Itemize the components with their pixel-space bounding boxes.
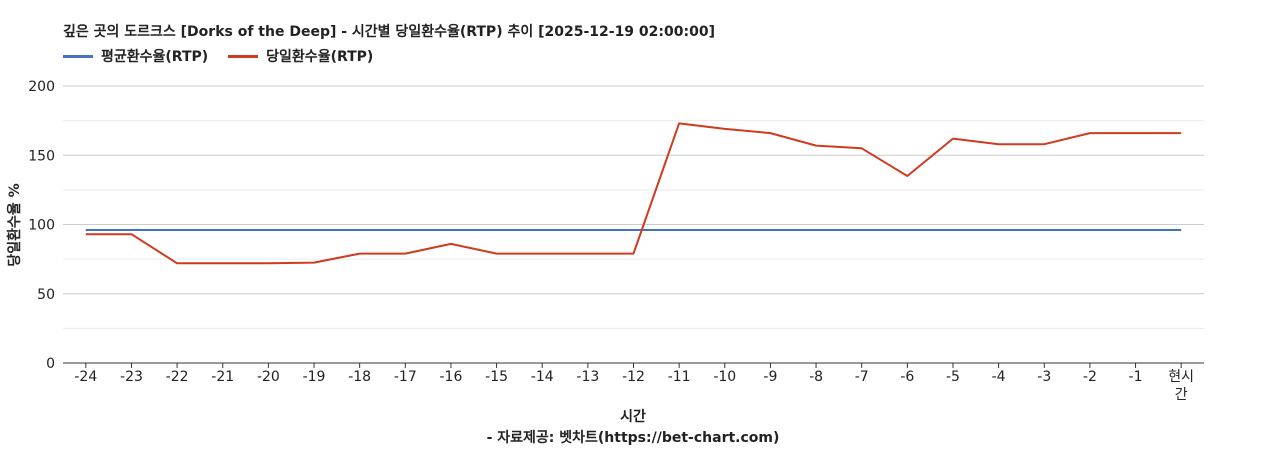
series-line-daily-rtp [85,122,1182,265]
x-tick-label: -15 [485,369,508,385]
y-axis-ticks: 0 50 100 150 200 [28,79,55,372]
x-tick-label: -7 [855,369,869,385]
x-tick-label: -5 [946,369,960,385]
x-tick-label: -3 [1037,369,1051,385]
x-tick-label: -4 [992,369,1006,385]
x-tick-label: -19 [303,369,326,385]
y-tick-label: 150 [28,148,55,164]
legend-label-avg: 평균환수율(RTP) [101,49,209,65]
x-tick-label: -10 [713,369,736,385]
x-tick-label: -1 [1129,369,1143,385]
x-tick-label: -16 [440,369,463,385]
y-tick-label: 200 [28,79,55,95]
legend-item-daily[interactable]: 당일환수율(RTP) [228,46,373,66]
x-tick-label: 현시 간 [1168,369,1194,403]
x-tick-label: -14 [531,369,554,385]
x-tick-label: -9 [763,369,777,385]
x-tick-label: -21 [211,369,234,385]
x-axis-ticks: -24 -23 -22 -21 -20 -19 -18 -17 -16 -15 -14 -13 -12 -… [74,363,1194,403]
legend-label-daily: 당일환수율(RTP) [266,49,374,65]
x-tick-label: -22 [166,369,189,385]
y-tick-label: 50 [37,287,55,303]
x-tick-label: -13 [576,369,599,385]
x-tick-label: -2 [1083,369,1097,385]
legend-swatch-daily [228,54,259,58]
x-axis-label: 시간 [620,408,646,425]
x-tick-label: -20 [257,369,280,385]
y-axis-label: 당일환수율 % [6,183,23,266]
y-tick-label: 100 [28,218,55,234]
x-tick-label: -17 [394,369,417,385]
chart-title: 깊은 곳의 도르크스 [Dorks of the Deep] - 시간별 당일환… [63,24,715,40]
x-tick-label: -8 [809,369,823,385]
x-tick-label: -23 [120,369,143,385]
legend-item-avg[interactable]: 평균환수율(RTP) [63,46,208,66]
x-tick-label: -12 [622,369,645,385]
x-tick-label: -24 [74,369,97,385]
source-credit: - 자료제공: 벳차트(https://bet-chart.com) [487,429,780,446]
legend-swatch-avg [63,54,93,58]
x-tick-label: -18 [348,369,371,385]
x-tick-label: -11 [668,369,691,385]
grid-lines [63,85,1204,329]
x-tick-label: -6 [900,369,914,385]
series-lines [85,122,1182,265]
y-tick-label: 0 [46,356,55,372]
chart-legend: 평균환수율(RTP) 당일환수율(RTP) [63,46,373,66]
